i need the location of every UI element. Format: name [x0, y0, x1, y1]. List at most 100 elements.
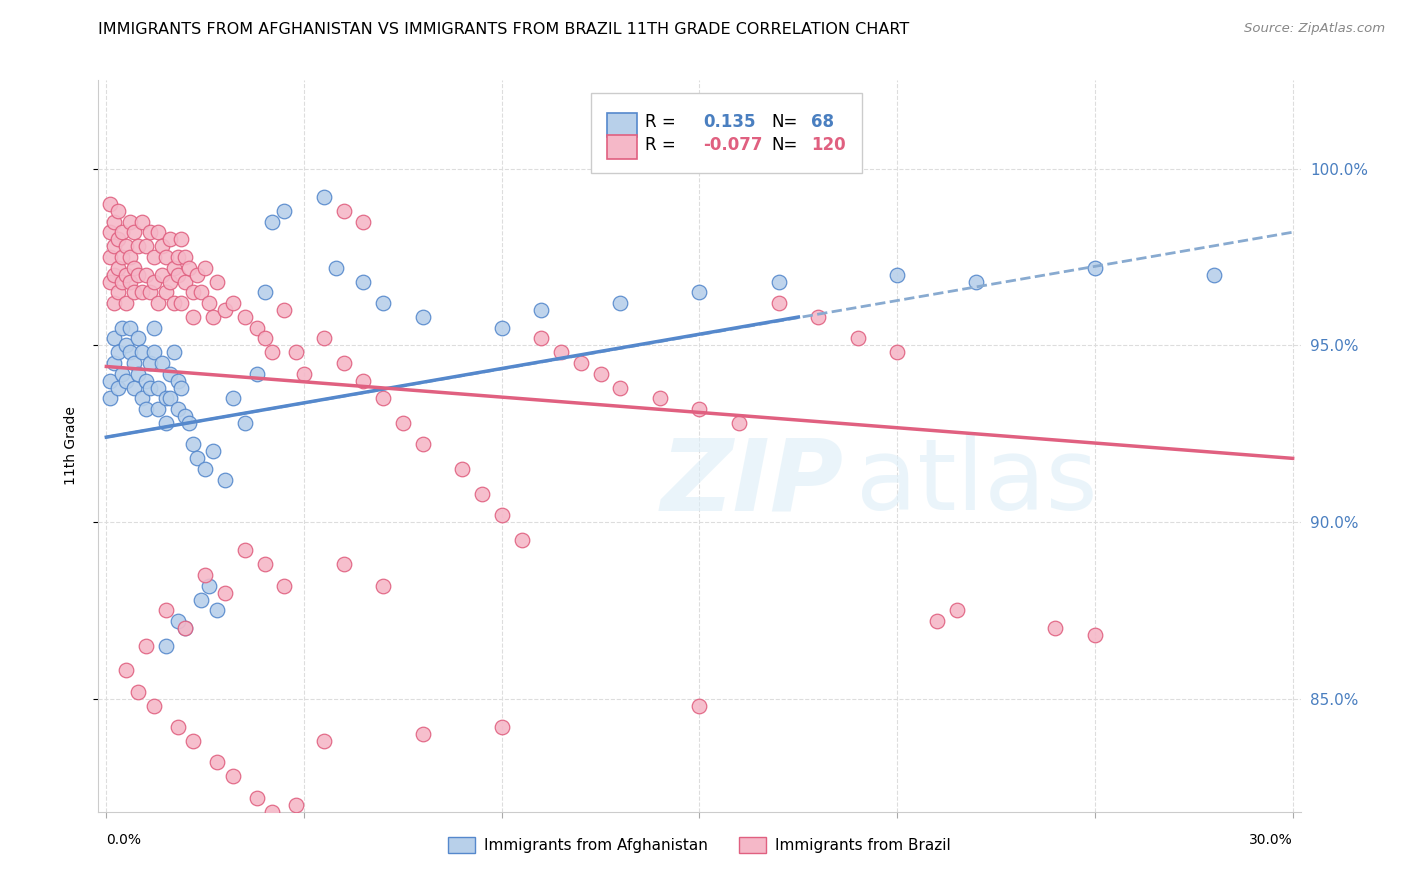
Point	[98, 225, 121, 239]
Legend: Immigrants from Afghanistan, Immigrants from Brazil: Immigrants from Afghanistan, Immigrants …	[441, 830, 957, 859]
Point	[301, 815, 323, 830]
Point	[139, 356, 162, 370]
Point	[120, 320, 142, 334]
Point	[392, 416, 415, 430]
Point	[122, 381, 145, 395]
Point	[120, 345, 142, 359]
Point	[103, 214, 125, 228]
Point	[728, 416, 751, 430]
Point	[352, 374, 374, 388]
Point	[202, 444, 225, 458]
Text: 68: 68	[811, 113, 834, 131]
Point	[103, 268, 125, 282]
Point	[166, 401, 188, 416]
Point	[253, 331, 276, 345]
Point	[103, 356, 125, 370]
Point	[1084, 628, 1107, 642]
Point	[131, 392, 153, 406]
Point	[155, 639, 177, 653]
Point	[142, 250, 165, 264]
Point	[273, 302, 295, 317]
Point	[491, 508, 513, 522]
Point	[115, 296, 138, 310]
Point	[170, 232, 193, 246]
Point	[205, 275, 228, 289]
Point	[689, 401, 711, 416]
Point	[107, 285, 129, 300]
Point	[115, 239, 138, 253]
Point	[190, 285, 212, 300]
Point	[233, 310, 256, 324]
Point	[273, 204, 295, 219]
Text: ZIP: ZIP	[661, 434, 844, 531]
Point	[262, 214, 284, 228]
Point	[285, 345, 308, 359]
Point	[886, 268, 908, 282]
Point	[312, 331, 335, 345]
Point	[162, 260, 184, 275]
Point	[135, 374, 157, 388]
Point	[689, 698, 711, 713]
Point	[98, 275, 121, 289]
Point	[325, 833, 347, 847]
Point	[609, 381, 631, 395]
Point	[111, 367, 134, 381]
Point	[159, 232, 181, 246]
Point	[233, 543, 256, 558]
Text: 0.135: 0.135	[703, 113, 755, 131]
Point	[1084, 260, 1107, 275]
Point	[98, 392, 121, 406]
Point	[142, 320, 165, 334]
Point	[768, 296, 790, 310]
Point	[945, 603, 967, 617]
Point	[122, 260, 145, 275]
Point	[135, 401, 157, 416]
Point	[103, 296, 125, 310]
Point	[325, 260, 347, 275]
Point	[155, 603, 177, 617]
Point	[194, 462, 217, 476]
Point	[146, 381, 169, 395]
Point	[142, 345, 165, 359]
Point	[262, 805, 284, 819]
Point	[139, 381, 162, 395]
Text: N=: N=	[772, 136, 799, 154]
Point	[107, 260, 129, 275]
Point	[332, 356, 354, 370]
Point	[166, 250, 188, 264]
Point	[491, 720, 513, 734]
Point	[179, 260, 201, 275]
Point	[139, 285, 162, 300]
Point	[115, 374, 138, 388]
Point	[166, 374, 188, 388]
Point	[965, 275, 987, 289]
Point	[194, 568, 217, 582]
Point	[846, 331, 869, 345]
Point	[146, 401, 169, 416]
Point	[135, 239, 157, 253]
Point	[174, 250, 197, 264]
FancyBboxPatch shape	[592, 93, 862, 173]
Point	[166, 268, 188, 282]
Text: IMMIGRANTS FROM AFGHANISTAN VS IMMIGRANTS FROM BRAZIL 11TH GRADE CORRELATION CHA: IMMIGRANTS FROM AFGHANISTAN VS IMMIGRANT…	[98, 22, 910, 37]
Point	[174, 621, 197, 635]
Point	[162, 345, 184, 359]
Point	[107, 232, 129, 246]
Point	[550, 345, 572, 359]
Point	[150, 356, 173, 370]
Point	[312, 734, 335, 748]
Point	[214, 473, 236, 487]
Point	[214, 585, 236, 599]
Point	[222, 296, 245, 310]
Point	[183, 734, 205, 748]
Point	[98, 197, 121, 211]
Point	[1045, 621, 1067, 635]
Point	[120, 275, 142, 289]
Point	[205, 603, 228, 617]
Point	[689, 285, 711, 300]
Text: Source: ZipAtlas.com: Source: ZipAtlas.com	[1244, 22, 1385, 36]
Point	[233, 416, 256, 430]
Point	[107, 204, 129, 219]
Point	[111, 225, 134, 239]
Point	[115, 268, 138, 282]
